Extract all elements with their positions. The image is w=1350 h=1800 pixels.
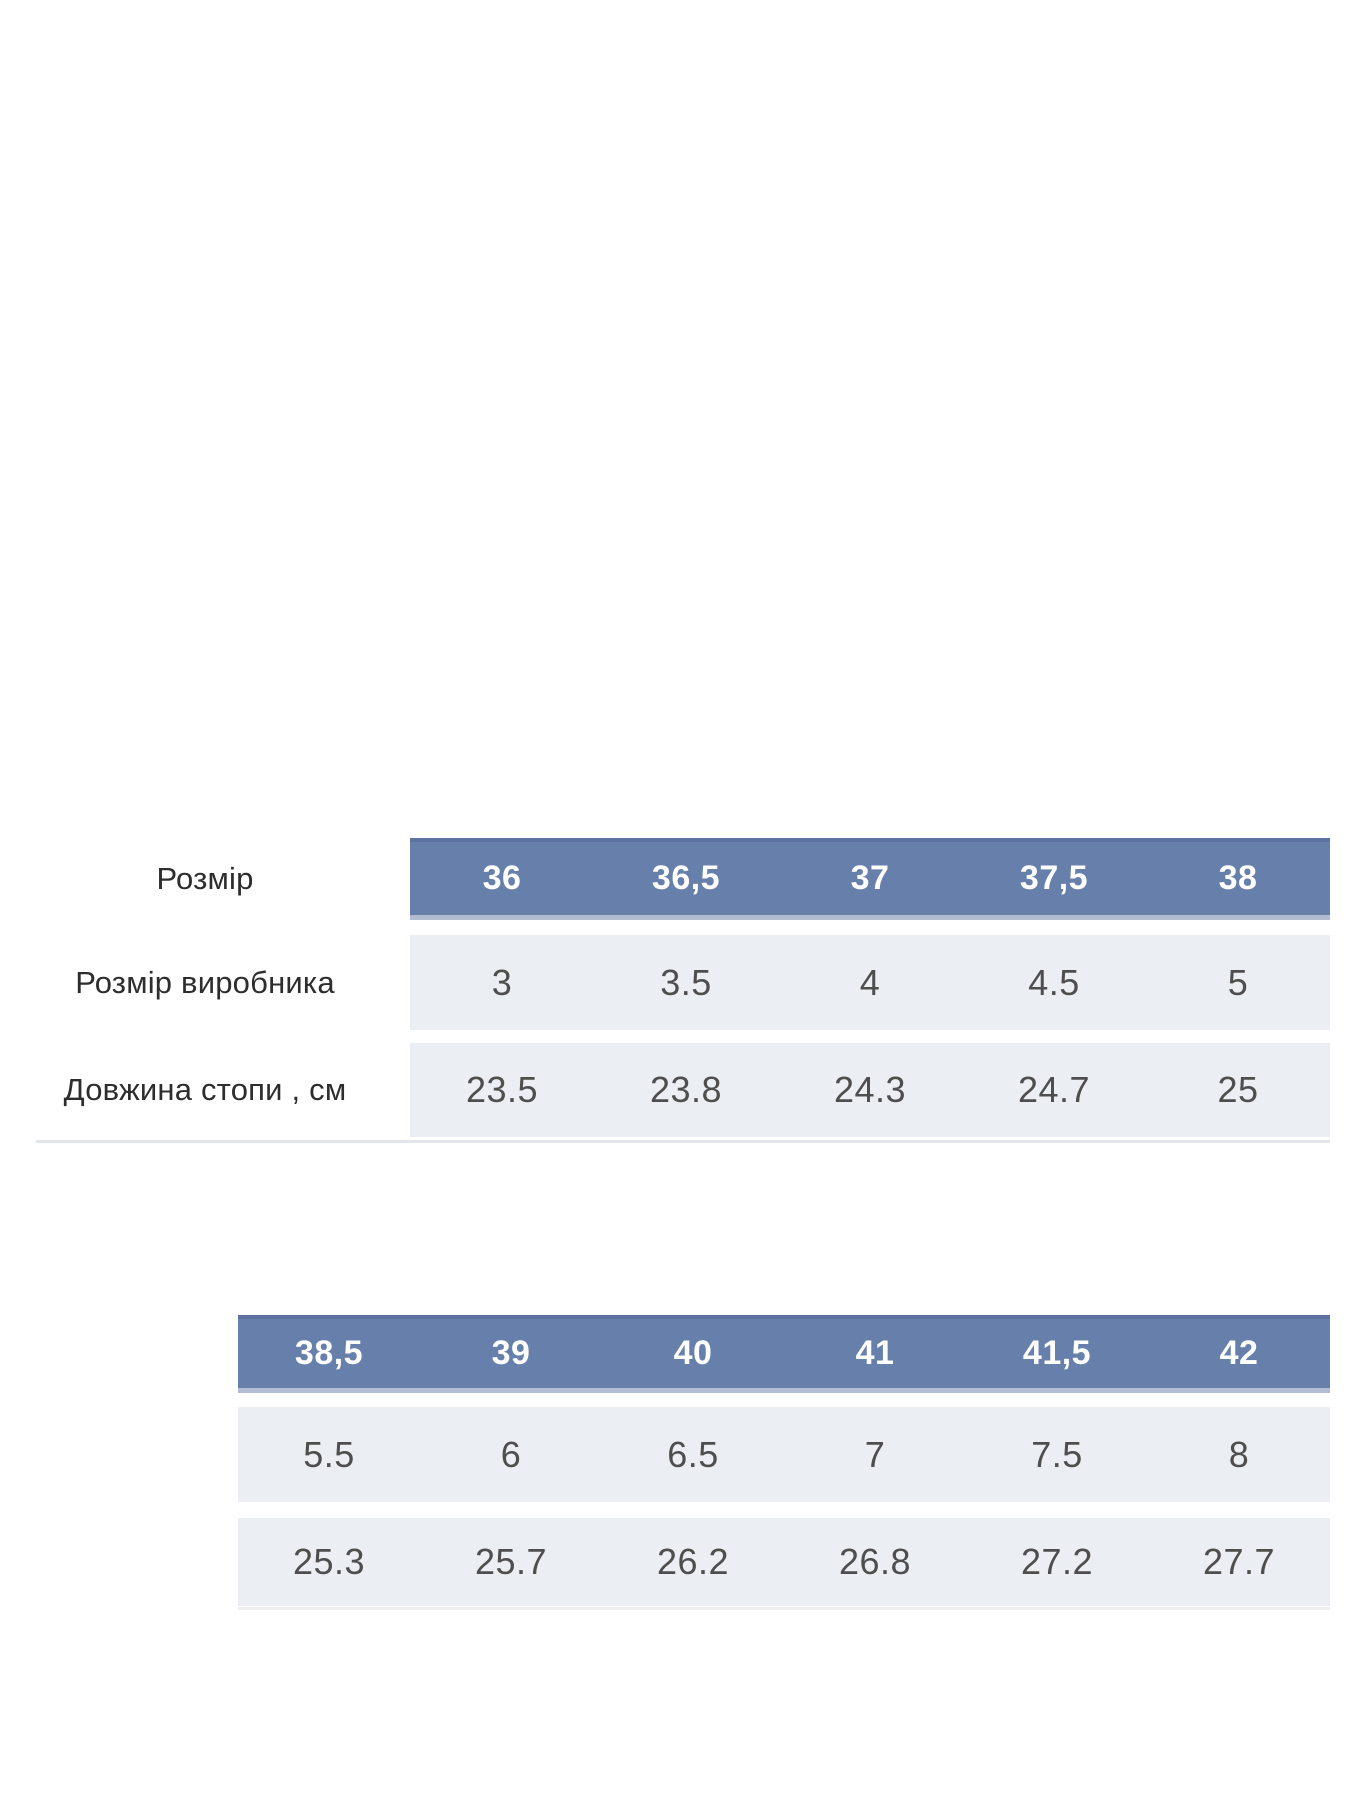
size-table-1: Розмір 36 36,5 37 37,5 38 Розмір виробни… (0, 838, 1330, 1143)
size-table-1-header-row: Розмір 36 36,5 37 37,5 38 (0, 838, 1330, 920)
foot-length-cell: 24.3 (833, 1069, 907, 1110)
size-header-cell: 38,5 (294, 1334, 364, 1372)
size-header-cell: 41 (855, 1334, 895, 1372)
size-table-2-manufacturer-row: 5.5 6 6.5 7 7.5 8 (238, 1407, 1330, 1502)
size-table-1-foot-length-row: Довжина стопи , см 23.5 23.8 24.3 24.7 2… (0, 1043, 1330, 1137)
size-table-2-foot-length-row: 25.3 25.7 26.2 26.8 27.2 27.7 (238, 1518, 1330, 1606)
manufacturer-size-cell: 8 (1228, 1433, 1250, 1475)
foot-length-cell: 26.2 (656, 1541, 730, 1582)
foot-length-cell: 23.5 (465, 1069, 539, 1110)
size-table-2: 38,5 39 40 41 41,5 42 5.5 6 6.5 7 7.5 8 … (238, 1315, 1330, 1610)
size-table-1-manufacturer-cells: 3 3.5 4 4.5 5 (410, 935, 1330, 1030)
size-header-cell: 36,5 (651, 859, 721, 897)
size-table-2-foot-length-cells: 25.3 25.7 26.2 26.8 27.2 27.7 (238, 1518, 1330, 1606)
size-table-1-foot-length-cells: 23.5 23.8 24.3 24.7 25 (410, 1043, 1330, 1137)
manufacturer-size-cell: 4 (859, 961, 881, 1003)
foot-length-cell: 25.3 (292, 1541, 366, 1582)
size-header-cell: 42 (1219, 1334, 1259, 1372)
size-header-cell: 41,5 (1022, 1334, 1092, 1372)
foot-length-cell: 24.7 (1017, 1069, 1091, 1110)
manufacturer-size-cell: 6.5 (667, 1433, 719, 1475)
manufacturer-size-cell: 6 (500, 1433, 522, 1475)
row-label-manufacturer-size: Розмір виробника (75, 964, 335, 1000)
foot-length-cell: 27.2 (1020, 1541, 1094, 1582)
manufacturer-size-cell: 7 (864, 1433, 886, 1475)
manufacturer-size-cell: 3.5 (660, 961, 712, 1003)
size-table-2-header-cells: 38,5 39 40 41 41,5 42 (238, 1315, 1330, 1393)
manufacturer-size-cell: 5.5 (303, 1433, 355, 1475)
foot-length-cell: 25.7 (474, 1541, 548, 1582)
table-1-bottom-divider (36, 1140, 1330, 1143)
size-header-cell: 37,5 (1019, 859, 1089, 897)
size-header-cell: 39 (491, 1334, 531, 1372)
table-2-bottom-divider (238, 1607, 1330, 1610)
foot-length-cell: 27.7 (1202, 1541, 1276, 1582)
size-header-cell: 37 (850, 859, 890, 897)
size-header-cell: 36 (482, 859, 522, 897)
size-table-2-manufacturer-cells: 5.5 6 6.5 7 7.5 8 (238, 1407, 1330, 1502)
size-table-1-header-cells: 36 36,5 37 37,5 38 (410, 838, 1330, 920)
size-table-2-header-row: 38,5 39 40 41 41,5 42 (238, 1315, 1330, 1393)
size-header-cell: 38 (1218, 859, 1258, 897)
size-table-1-manufacturer-row: Розмір виробника 3 3.5 4 4.5 5 (0, 935, 1330, 1030)
manufacturer-size-cell: 4.5 (1028, 961, 1080, 1003)
row-label-size: Розмір (156, 861, 254, 896)
manufacturer-size-cell: 3 (491, 961, 513, 1003)
foot-length-cell: 23.8 (649, 1069, 723, 1110)
foot-length-cell: 26.8 (838, 1541, 912, 1582)
size-header-cell: 40 (673, 1334, 713, 1372)
foot-length-cell: 25 (1217, 1069, 1259, 1110)
manufacturer-size-cell: 5 (1227, 961, 1249, 1003)
row-label-foot-length: Довжина стопи , см (63, 1072, 347, 1107)
manufacturer-size-cell: 7.5 (1031, 1433, 1083, 1475)
